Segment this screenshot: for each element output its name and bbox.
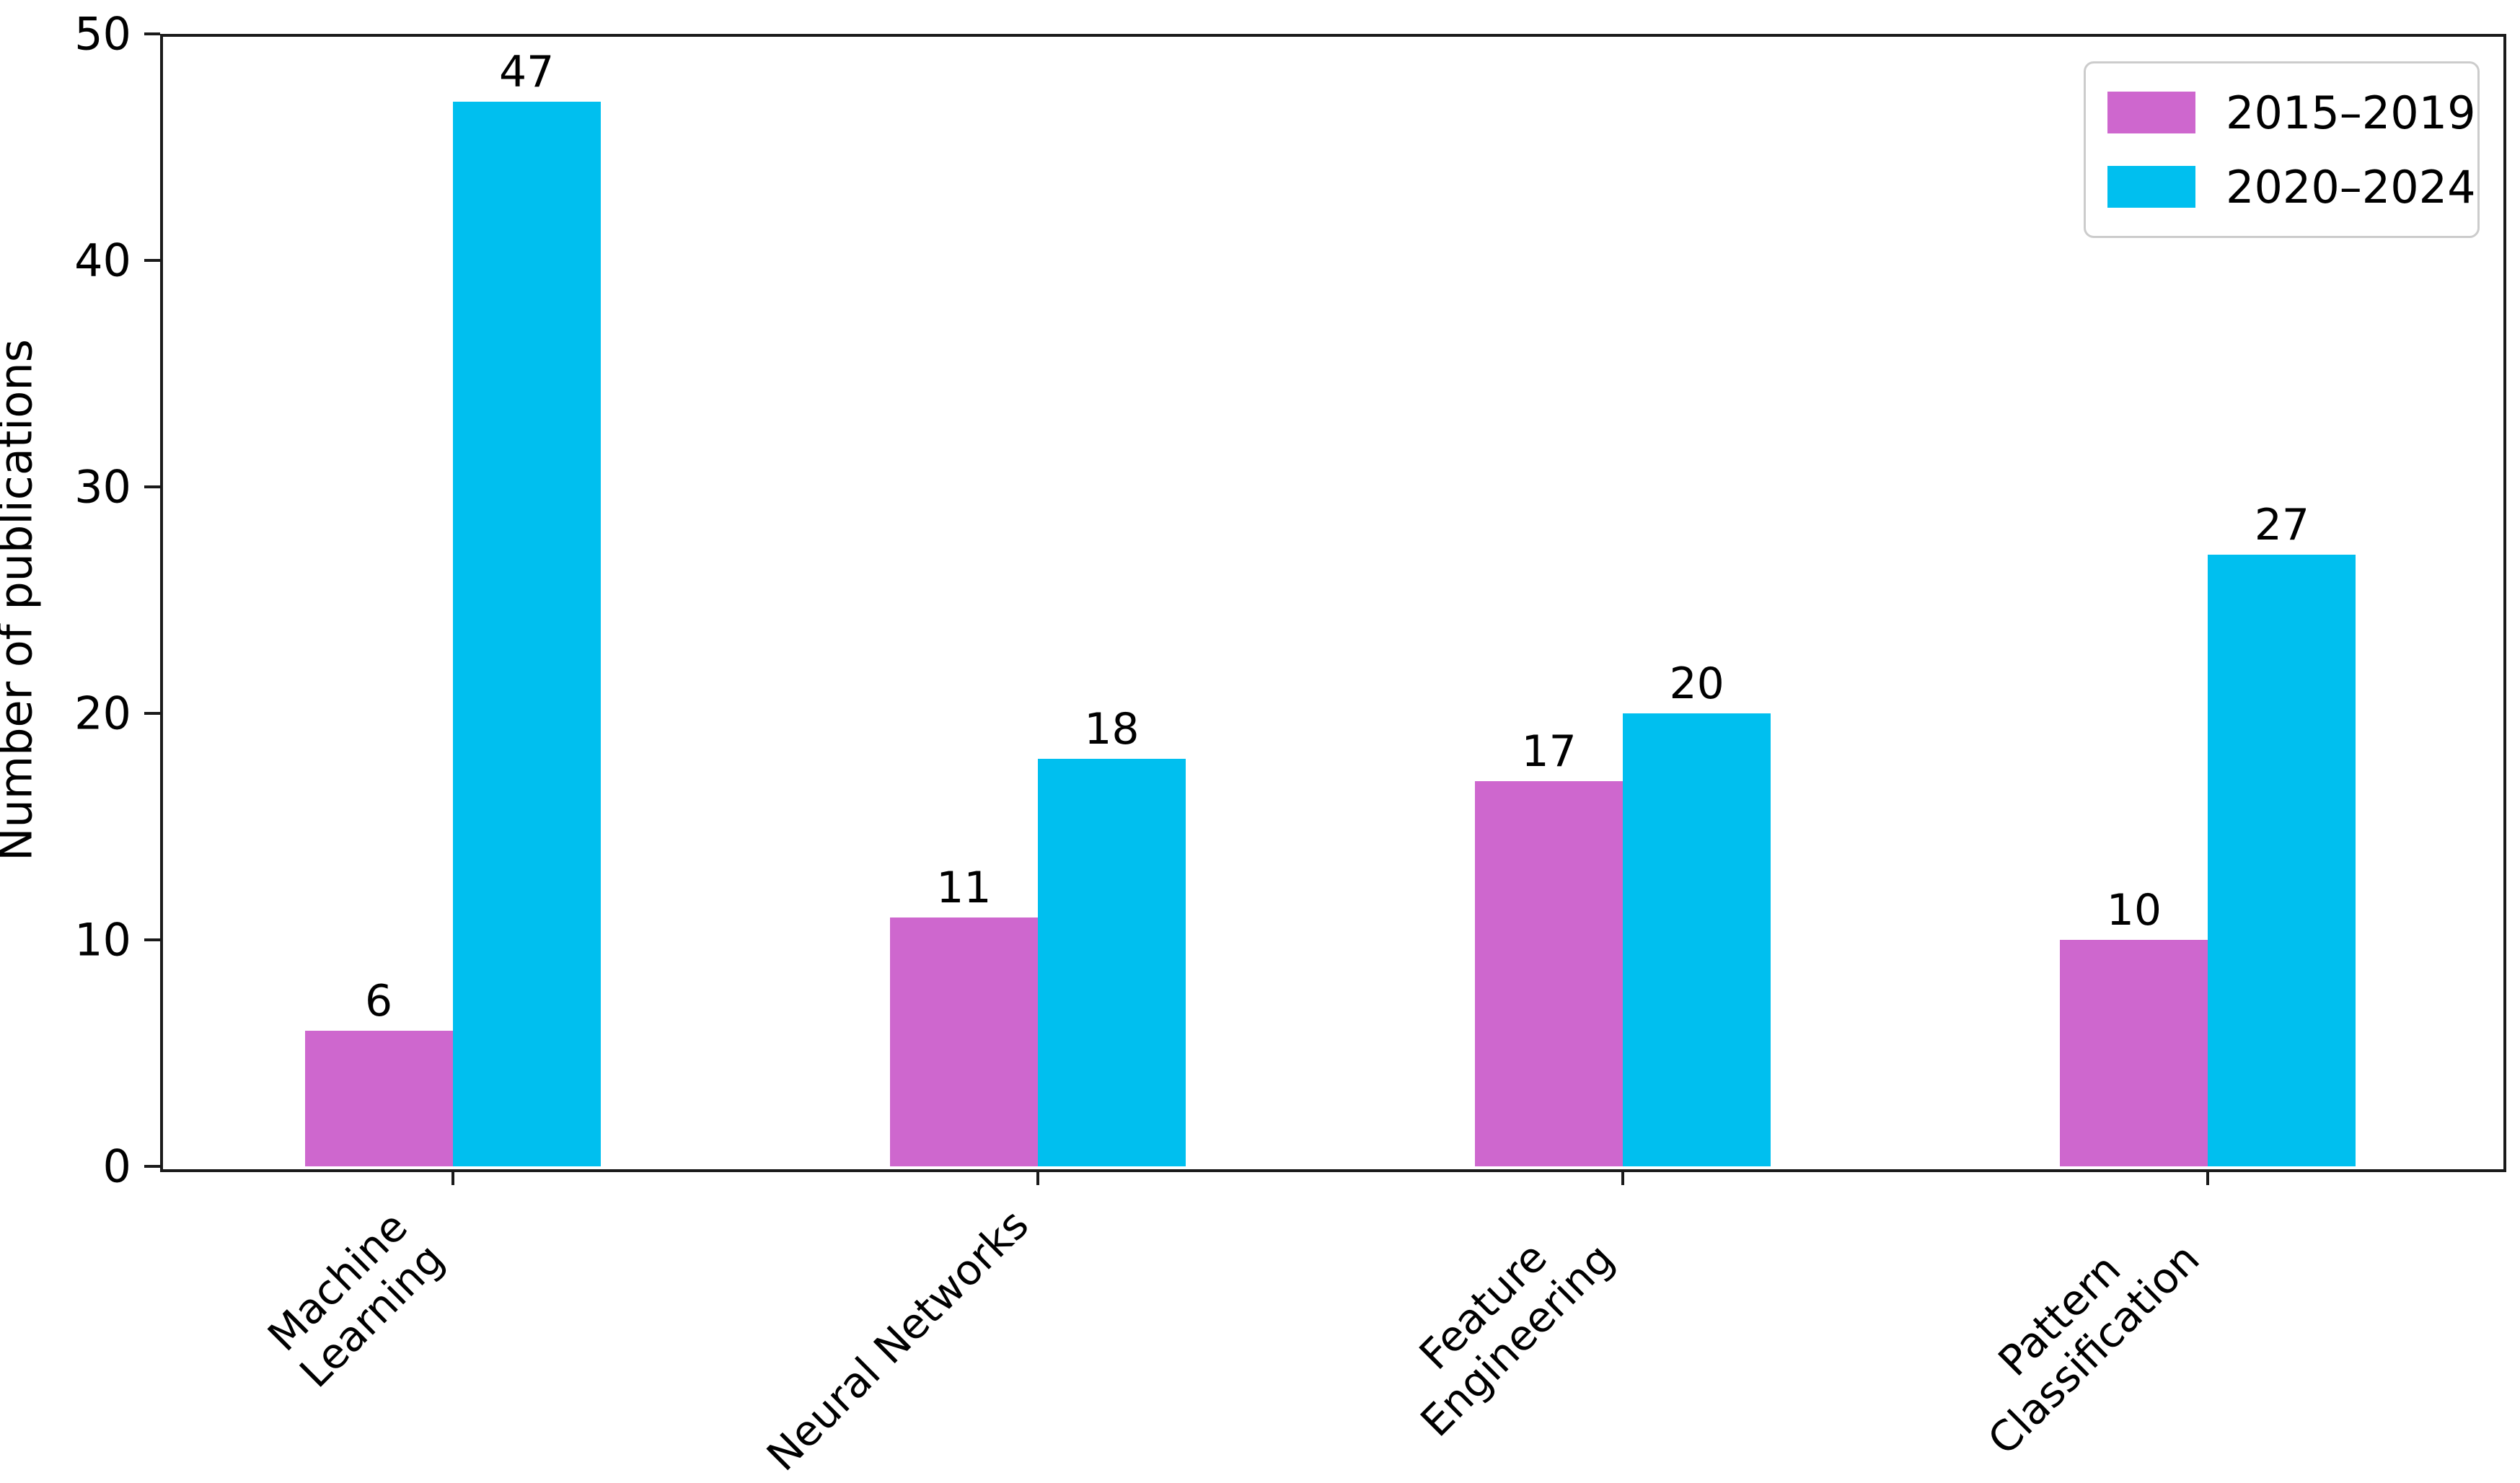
y-tick (144, 485, 160, 488)
y-tick-label: 10 (74, 913, 131, 967)
y-tick-label: 40 (74, 234, 131, 287)
bar-series2-cat3 (1623, 713, 1771, 1166)
legend-label: 2015–2019 (2226, 86, 2476, 139)
x-tick-label: Pattern Classification (1978, 1233, 2208, 1464)
bar-series1-cat2 (889, 917, 1038, 1166)
y-tick-label: 50 (74, 7, 131, 61)
y-tick-label: 20 (74, 687, 131, 740)
bar-value-label: 6 (365, 975, 393, 1026)
y-axis-label: Number of publications (0, 339, 43, 861)
bar-value-label: 10 (2106, 885, 2162, 936)
y-tick (144, 712, 160, 715)
bar-value-label: 27 (2254, 500, 2310, 551)
x-tick-label: Neural Networks (757, 1200, 1038, 1481)
bar-value-label: 20 (1669, 659, 1724, 709)
y-tick (144, 259, 160, 262)
legend: 2015–2019 2020–2024 (2084, 61, 2480, 238)
x-tick (1621, 1169, 1625, 1185)
x-tick-label: Machine Learning (258, 1202, 454, 1397)
y-tick (144, 1165, 160, 1168)
bar-series1-cat4 (2060, 940, 2208, 1166)
legend-swatch (2107, 92, 2195, 133)
legend-entry: 2015–2019 (2107, 87, 2477, 139)
x-tick (1036, 1169, 1039, 1185)
legend-label: 2020–2024 (2226, 160, 2476, 214)
legend-swatch (2107, 166, 2195, 208)
bar-series2-cat1 (452, 102, 601, 1166)
x-tick (451, 1169, 454, 1185)
bar-value-label: 17 (1521, 726, 1577, 778)
bar-series2-cat2 (1037, 758, 1186, 1166)
bar-series1-cat1 (304, 1030, 453, 1166)
y-tick (144, 32, 160, 35)
bar-series2-cat4 (2208, 555, 2356, 1166)
y-tick (144, 938, 160, 941)
bar-series1-cat3 (1475, 781, 1624, 1166)
y-tick-label: 30 (74, 460, 131, 514)
y-tick-label: 0 (102, 1140, 131, 1193)
bar-value-label: 47 (498, 47, 555, 98)
x-tick-label: Feature Engineering (1409, 1232, 1624, 1446)
legend-entry: 2020–2024 (2107, 161, 2477, 214)
x-tick (2206, 1169, 2210, 1185)
bar-value-label: 11 (936, 862, 992, 913)
bar-value-label: 18 (1084, 703, 1140, 754)
